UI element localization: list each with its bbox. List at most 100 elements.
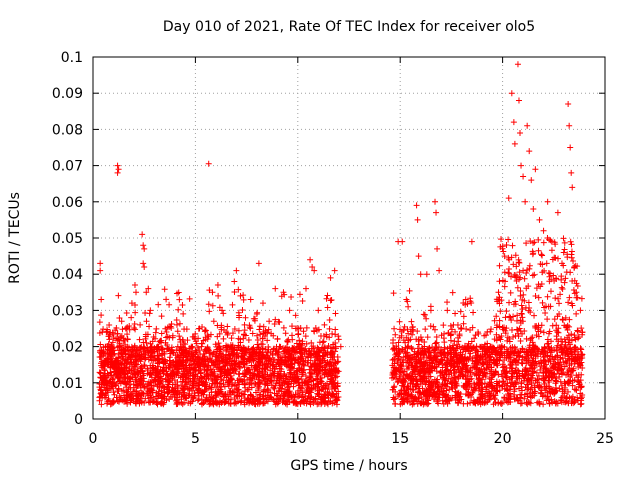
data-point [427, 373, 434, 380]
data-point [528, 177, 535, 184]
data-point [446, 371, 453, 378]
data-point [564, 358, 571, 365]
data-point [173, 321, 180, 328]
data-point [240, 335, 247, 342]
y-axis: 00.010.020.030.040.050.060.070.080.090.1 [52, 50, 605, 428]
data-point [123, 384, 130, 391]
data-point [299, 389, 306, 396]
data-point [124, 343, 131, 350]
data-point [444, 307, 451, 314]
data-point [132, 353, 139, 359]
data-point [317, 396, 324, 403]
data-point [390, 290, 397, 297]
data-point [574, 282, 581, 289]
data-point [519, 360, 526, 367]
data-point [431, 391, 438, 398]
data-point [422, 368, 429, 375]
data-point [299, 338, 306, 345]
data-point [225, 383, 232, 390]
data-point [409, 346, 416, 353]
data-point [560, 369, 567, 376]
data-point [156, 384, 163, 391]
data-point [282, 400, 289, 407]
data-point [104, 370, 111, 377]
data-point [158, 330, 165, 337]
data-point [529, 272, 536, 279]
data-point [559, 285, 566, 292]
data-point [159, 383, 166, 390]
data-point [283, 363, 290, 370]
data-point [216, 330, 223, 337]
data-point [129, 363, 136, 370]
data-point [461, 346, 468, 353]
data-point [228, 335, 235, 342]
data-point [188, 394, 195, 401]
data-point [335, 333, 342, 340]
data-point [314, 376, 321, 383]
data-point [164, 333, 171, 340]
data-point [145, 392, 152, 399]
data-point [115, 354, 122, 361]
data-point [578, 383, 585, 390]
data-point [535, 281, 542, 288]
data-point [119, 378, 126, 385]
data-point [447, 337, 454, 344]
data-point [544, 293, 551, 300]
data-point [423, 271, 430, 278]
y-tick-label: 0.04 [52, 267, 83, 283]
data-point [268, 382, 275, 389]
data-point [567, 238, 574, 245]
data-point [235, 286, 242, 293]
data-point [166, 379, 173, 386]
data-point [440, 381, 447, 388]
data-point [515, 367, 522, 374]
data-point [478, 381, 485, 388]
data-point [556, 300, 563, 307]
data-point [323, 295, 330, 302]
data-point [532, 388, 539, 395]
data-point [212, 379, 219, 386]
data-point [548, 374, 555, 381]
data-point [209, 302, 216, 309]
data-point [522, 198, 529, 205]
data-point [125, 390, 132, 397]
data-point [427, 384, 434, 391]
data-point [515, 256, 522, 263]
data-point [518, 302, 525, 309]
data-point [465, 389, 472, 396]
data-point [313, 381, 320, 388]
data-point [517, 274, 524, 281]
data-point [409, 331, 416, 338]
data-point [491, 336, 498, 343]
data-point [180, 371, 187, 378]
data-point [220, 310, 227, 317]
data-point [244, 397, 251, 404]
data-point [495, 399, 502, 406]
data-point [284, 346, 291, 353]
data-point [316, 367, 323, 374]
data-point [445, 329, 452, 336]
data-point [225, 396, 232, 403]
data-point [331, 379, 338, 386]
data-point [391, 395, 398, 402]
data-point [468, 338, 475, 345]
data-point [272, 316, 279, 323]
data-point [399, 380, 406, 387]
data-point [523, 357, 530, 364]
data-point [414, 389, 421, 396]
data-point [150, 365, 157, 372]
data-point [168, 361, 175, 368]
data-point [143, 318, 150, 325]
data-point [492, 348, 499, 355]
data-point [401, 323, 408, 330]
data-point [414, 216, 421, 223]
data-point [450, 321, 457, 328]
data-point [512, 380, 519, 387]
data-point [554, 400, 561, 407]
data-point [389, 362, 396, 369]
data-point [214, 399, 221, 406]
data-point [271, 398, 278, 405]
data-point [164, 378, 171, 385]
data-point [240, 296, 247, 303]
data-point [432, 353, 439, 360]
